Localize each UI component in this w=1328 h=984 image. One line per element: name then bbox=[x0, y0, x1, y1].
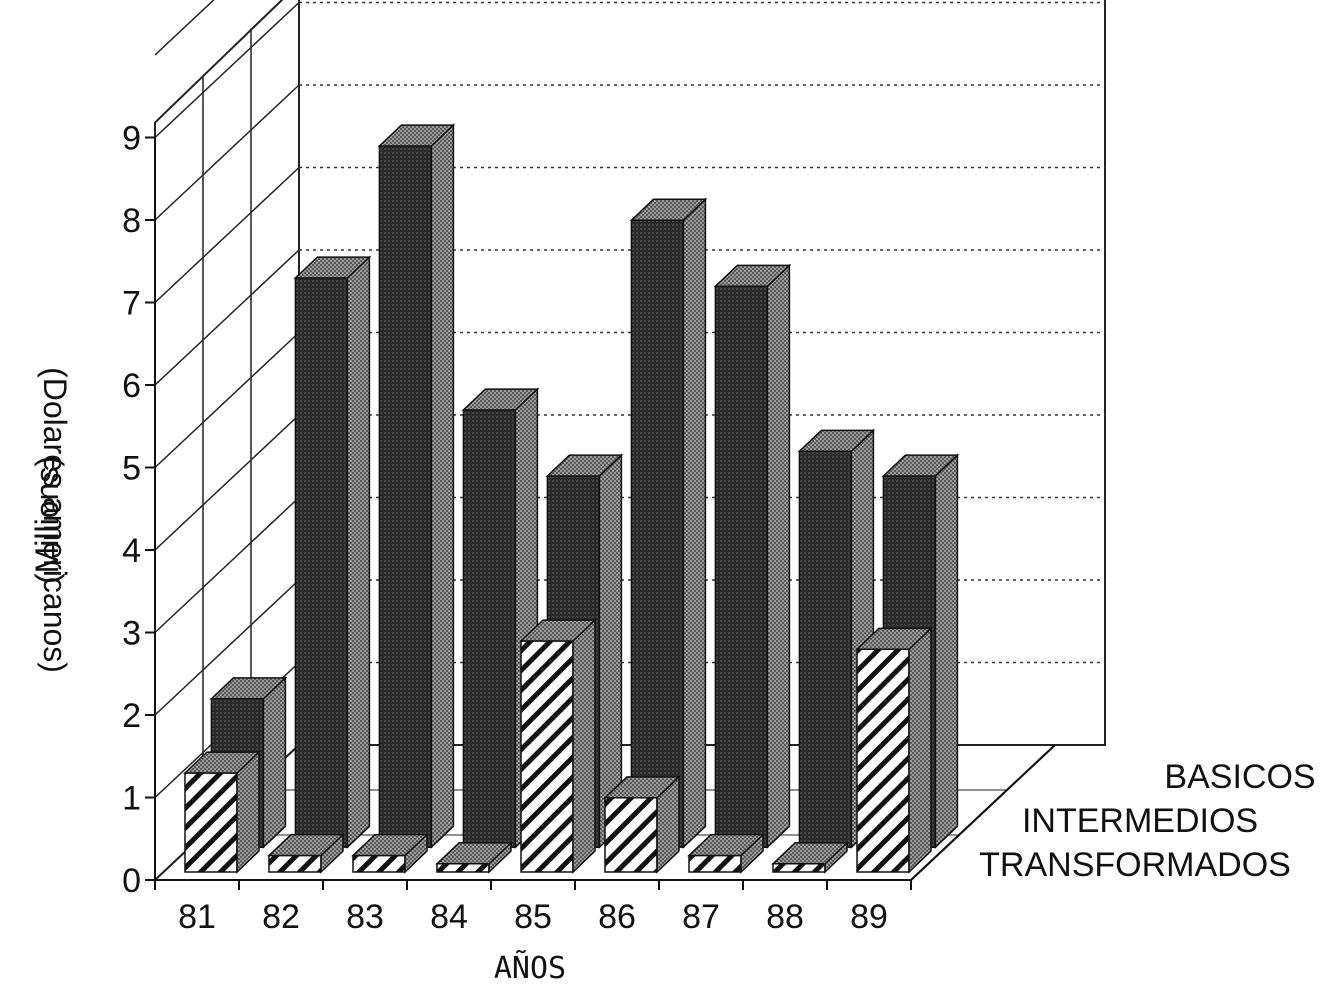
bar-intermedios-86 bbox=[629, 197, 708, 850]
bar-front bbox=[268, 854, 322, 873]
series-label-intermedios: INTERMEDIOS bbox=[1022, 802, 1258, 840]
left-wall-gridline bbox=[154, 166, 300, 304]
bar-top bbox=[881, 454, 960, 477]
x-tick-labels: 81 82 83 84 85 86 87 88 89 bbox=[154, 880, 912, 936]
axes bbox=[154, 137, 1056, 881]
y-tick-label: 0 bbox=[122, 862, 141, 900]
bar-side bbox=[572, 618, 596, 874]
bar-transformados-86 bbox=[603, 775, 681, 874]
x-tick-label: 81 bbox=[178, 898, 216, 936]
bar-top bbox=[293, 256, 372, 279]
bar-top bbox=[377, 124, 456, 147]
bar-transformados-88 bbox=[771, 841, 849, 874]
y-axis-label-scale: (Millions) bbox=[29, 456, 65, 584]
left-wall-gridline bbox=[154, 249, 300, 386]
left-wall-gridline bbox=[154, 84, 300, 221]
bar-intermedios-87 bbox=[713, 263, 792, 850]
bar-top bbox=[629, 198, 708, 222]
left-wall-gridline bbox=[154, 1, 300, 139]
y-tick-label: 1 bbox=[122, 780, 141, 818]
x-tick-label: 86 bbox=[598, 898, 636, 936]
left-wall-gridline bbox=[154, 579, 300, 716]
series-label-basicos: BASICOS bbox=[1164, 758, 1315, 796]
bar-transformados-87 bbox=[687, 832, 765, 874]
bar-intermedios-82 bbox=[293, 255, 372, 850]
bar-front bbox=[714, 285, 769, 848]
bar-front bbox=[184, 772, 238, 873]
x-tick-label: 89 bbox=[850, 898, 888, 936]
bar-front bbox=[436, 863, 490, 873]
bar-top bbox=[519, 619, 597, 642]
left-wall-gridline bbox=[154, 331, 300, 469]
y-axis-label-units: (Dolares americanos) bbox=[37, 367, 73, 673]
left-wall-gridline bbox=[154, 414, 300, 551]
y-tick-label: 8 bbox=[122, 202, 141, 240]
x-axis-label: AÑOS bbox=[494, 950, 566, 984]
y-tick-labels: 0 1 2 3 4 5 6 7 8 9 bbox=[122, 120, 155, 900]
bar-side bbox=[908, 626, 932, 874]
x-tick-label: 83 bbox=[346, 898, 384, 936]
bar-front bbox=[798, 450, 853, 848]
bars bbox=[183, 123, 960, 874]
left-wall-gridline bbox=[154, 0, 215, 56]
y-tick-label: 4 bbox=[122, 532, 141, 570]
y-tick-label: 2 bbox=[122, 697, 141, 735]
bar-top bbox=[209, 677, 288, 700]
bar-side bbox=[430, 123, 455, 850]
bar-front bbox=[462, 409, 517, 848]
y-tick-label: 3 bbox=[122, 615, 141, 653]
bar-front bbox=[520, 640, 574, 873]
bar-top bbox=[183, 751, 261, 774]
series-depth-labels: BASICOS INTERMEDIOS TRANSFORMADOS bbox=[979, 758, 1315, 884]
bar-front bbox=[772, 863, 826, 873]
y-tick-label: 9 bbox=[122, 120, 141, 158]
bar-side bbox=[934, 453, 959, 850]
bar-transformados-84 bbox=[435, 841, 513, 874]
bar-transformados-85 bbox=[519, 618, 597, 874]
bar-front bbox=[630, 219, 685, 848]
bar-transformados-83 bbox=[351, 832, 429, 874]
bar-side bbox=[766, 263, 791, 850]
bar-top bbox=[351, 833, 429, 857]
bar-front bbox=[378, 145, 433, 848]
x-tick-label: 84 bbox=[430, 898, 468, 936]
depth-axis-line bbox=[910, 744, 1056, 881]
y-tick-label: 5 bbox=[122, 450, 141, 488]
x-tick-label: 85 bbox=[514, 898, 552, 936]
bar-top bbox=[435, 842, 513, 865]
bar-intermedios-83 bbox=[377, 123, 456, 850]
bar-top bbox=[687, 833, 765, 857]
bar-top bbox=[461, 388, 540, 411]
bar-top bbox=[855, 627, 933, 651]
bar-side bbox=[682, 197, 707, 850]
bar-top bbox=[267, 833, 345, 857]
left-wall-gridline bbox=[154, 496, 300, 634]
bar-front bbox=[294, 277, 349, 848]
bar-front bbox=[688, 854, 742, 873]
x-tick-label: 82 bbox=[262, 898, 300, 936]
bar-top bbox=[713, 264, 792, 288]
bar-front bbox=[604, 797, 658, 873]
bar-top bbox=[771, 842, 849, 865]
bar-transformados-89 bbox=[855, 626, 933, 874]
bar-intermedios-88 bbox=[797, 428, 876, 850]
bar-side bbox=[262, 676, 287, 850]
bar-transformados-82 bbox=[267, 832, 345, 874]
series-label-transformados: TRANSFORMADOS bbox=[979, 846, 1291, 884]
x-tick-label: 87 bbox=[682, 898, 720, 936]
bar-front bbox=[856, 648, 910, 873]
bar-front bbox=[352, 854, 406, 873]
x-tick-label: 88 bbox=[766, 898, 804, 936]
y-tick-label: 7 bbox=[122, 285, 141, 323]
bar-top bbox=[545, 454, 624, 477]
bar-transformados-81 bbox=[183, 750, 261, 874]
bar-side bbox=[346, 255, 371, 850]
y-tick-label: 6 bbox=[122, 367, 141, 405]
bar-top bbox=[797, 429, 876, 453]
bar-top bbox=[603, 776, 681, 799]
